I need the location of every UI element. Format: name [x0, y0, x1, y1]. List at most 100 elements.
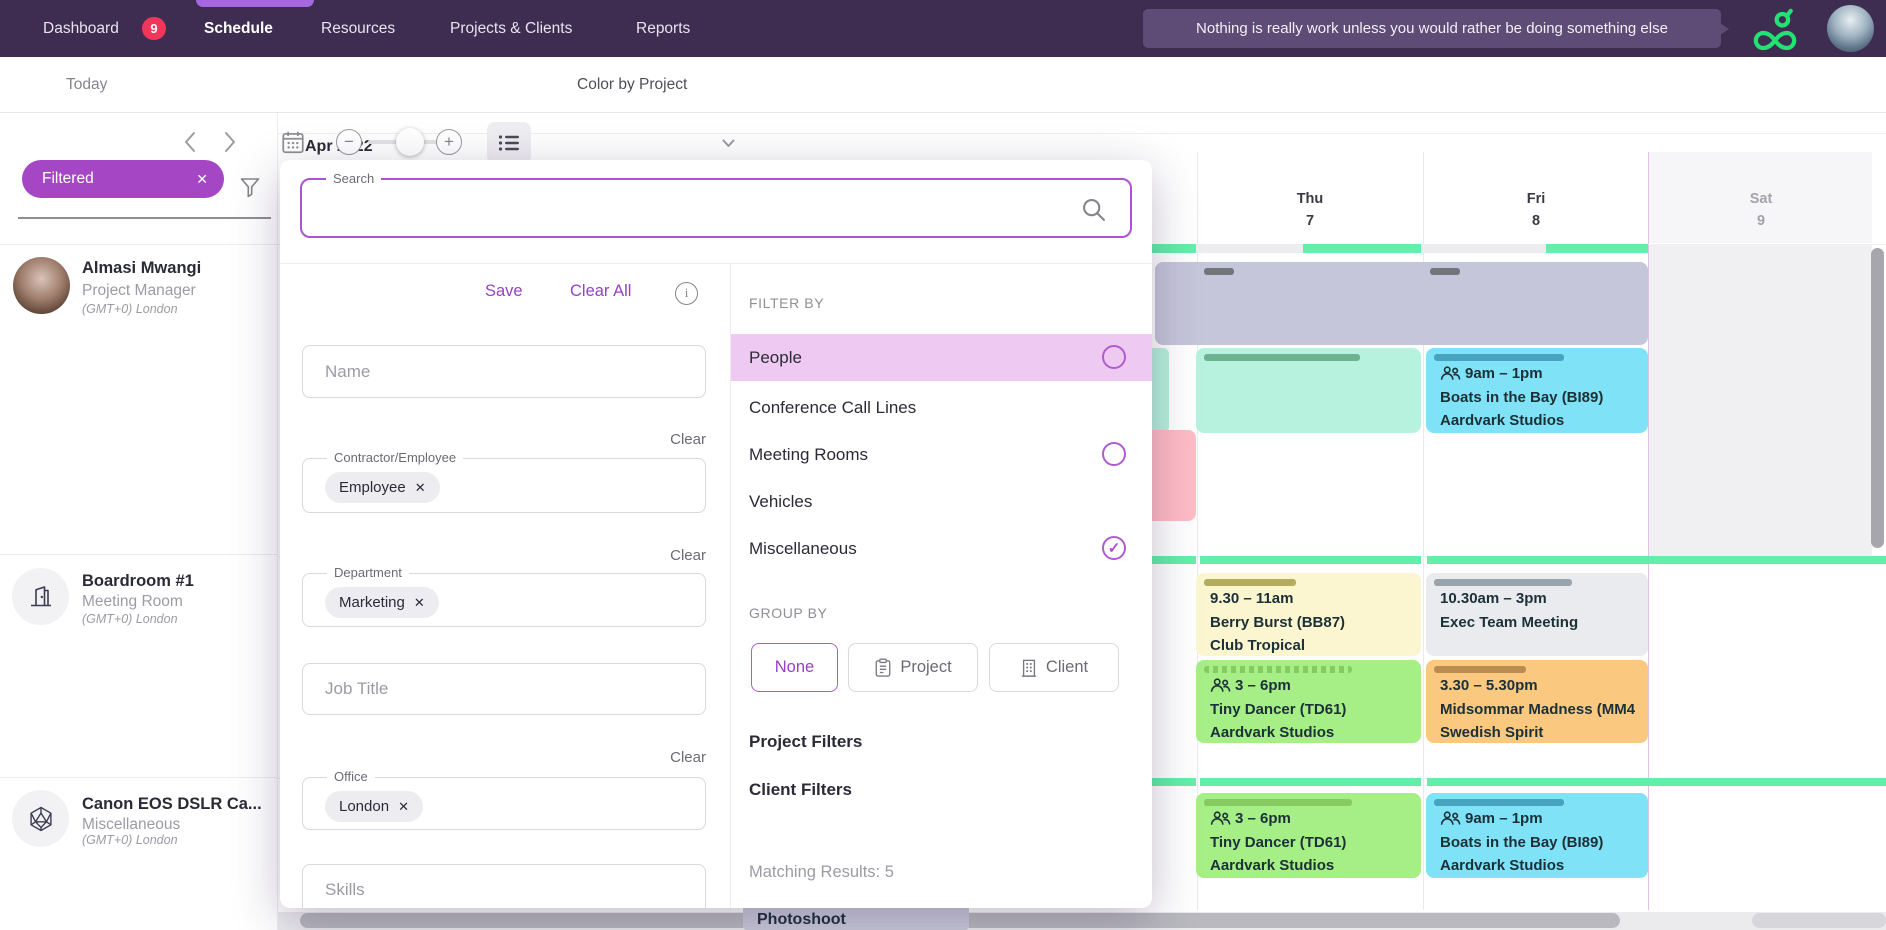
remove-filter-icon[interactable]: ✕ [196, 171, 208, 187]
nav-resources[interactable]: Resources [321, 20, 396, 37]
skills-field[interactable] [302, 864, 706, 908]
search-icon[interactable] [1080, 196, 1108, 224]
calendar-event-cut[interactable] [1152, 430, 1196, 521]
day-date: 9 [1756, 213, 1766, 229]
calendar-event[interactable]: 3 – 6pm Tiny Dancer (TD61) Aardvark Stud… [1196, 660, 1421, 743]
column-line [1423, 152, 1424, 910]
group-by-project-button[interactable]: Project [848, 643, 978, 692]
client-filters-link[interactable]: Client Filters [749, 780, 852, 799]
clear-all-button[interactable]: Clear All [570, 282, 632, 300]
color-by-dropdown[interactable]: Color by Project [577, 76, 688, 93]
people-radio[interactable] [1102, 345, 1126, 369]
attendees-icon [1440, 811, 1461, 825]
clear-contractor-link[interactable]: Clear [670, 431, 706, 448]
nav-dashboard[interactable]: Dashboard [43, 20, 119, 37]
filter-by-people[interactable]: People [731, 334, 1152, 381]
london-chip[interactable]: London ✕ [325, 791, 423, 822]
day-header-thu: Thu 7 [1197, 188, 1423, 232]
list-view-icon [498, 135, 519, 151]
calendar-event[interactable]: 3 – 6pm Tiny Dancer (TD61) Aardvark Stud… [1196, 793, 1421, 878]
prev-arrow-icon[interactable] [183, 131, 197, 153]
calendar-event-cut[interactable] [1152, 348, 1169, 433]
allocation-bar [1434, 799, 1564, 806]
calendar-event[interactable]: 9am – 1pm Boats in the Bay (BI89) Aardva… [1426, 793, 1648, 878]
user-avatar[interactable] [1827, 5, 1874, 52]
event-client: Aardvark Studios [1440, 857, 1565, 874]
calendar-icon[interactable] [280, 129, 306, 155]
remove-chip-icon[interactable]: ✕ [413, 595, 425, 610]
availability-bar [1427, 778, 1886, 786]
next-arrow-icon[interactable] [223, 131, 237, 153]
contractor-employee-field[interactable]: Contractor/Employee Employee ✕ [302, 450, 706, 513]
department-field[interactable]: Department Marketing ✕ [302, 565, 706, 627]
miscellaneous-radio-checked[interactable]: ✓ [1102, 536, 1126, 560]
filter-by-meeting-rooms[interactable]: Meeting Rooms [749, 445, 869, 464]
calendar-event[interactable]: 9am – 1pm Boats in the Bay (BI89) Aardva… [1426, 348, 1648, 433]
calendar-event[interactable] [1196, 348, 1421, 433]
filter-by-conference-call-lines[interactable]: Conference Call Lines [749, 398, 917, 417]
department-label: Department [327, 565, 409, 580]
search-field[interactable]: Search [300, 171, 1132, 238]
weekend-header-shading [1648, 152, 1872, 243]
event-title: Tiny Dancer (TD61) [1210, 700, 1347, 718]
event-time: 9am – 1pm [1465, 365, 1543, 382]
group-by-heading: GROUP BY [749, 605, 828, 621]
zoom-in-button[interactable]: + [436, 129, 462, 155]
filter-by-miscellaneous[interactable]: Miscellaneous [749, 539, 857, 558]
availability-bar [1152, 244, 1196, 253]
job-title-field[interactable] [302, 663, 706, 715]
drag-handle[interactable] [1430, 268, 1460, 275]
door-icon [30, 585, 51, 606]
view-options-button[interactable] [487, 122, 531, 164]
drag-handle[interactable] [1204, 268, 1234, 275]
vertical-scrollbar-thumb[interactable] [1871, 248, 1884, 548]
save-button[interactable]: Save [485, 282, 523, 300]
today-button[interactable]: Today [66, 76, 108, 93]
availability-bar [1152, 556, 1196, 564]
filter-funnel-icon[interactable] [239, 176, 261, 198]
event-time: 3.30 – 5.30pm [1440, 677, 1538, 694]
resource-role: Miscellaneous [82, 816, 181, 833]
employee-chip[interactable]: Employee ✕ [325, 472, 440, 503]
clear-department-link[interactable]: Clear [670, 547, 706, 564]
allocation-bar [1204, 799, 1352, 806]
remove-chip-icon[interactable]: ✕ [398, 799, 409, 814]
skills-input[interactable] [325, 865, 685, 908]
name-field[interactable] [302, 345, 706, 398]
calendar-event-multiday[interactable] [1155, 262, 1648, 345]
search-input[interactable] [316, 188, 1056, 228]
calendar-top-rule [278, 133, 1886, 134]
group-by-client-button[interactable]: Client [989, 643, 1119, 692]
name-input[interactable] [325, 346, 685, 397]
chip-label: Marketing [339, 594, 405, 611]
availability-bar [1200, 778, 1421, 786]
job-title-input[interactable] [325, 664, 685, 714]
event-time: 10.30am – 3pm [1440, 590, 1547, 607]
clear-office-link[interactable]: Clear [670, 749, 706, 766]
nav-projects-clients[interactable]: Projects & Clients [450, 20, 573, 37]
nav-schedule[interactable]: Schedule [204, 20, 273, 37]
office-field[interactable]: Office London ✕ [302, 769, 706, 830]
resource-role: Project Manager [82, 282, 196, 299]
filter-by-vehicles[interactable]: Vehicles [749, 492, 813, 511]
zoom-out-button[interactable]: − [336, 129, 362, 155]
nav-reports[interactable]: Reports [636, 20, 691, 37]
info-icon[interactable]: i [675, 282, 698, 305]
group-by-none-button[interactable]: None [751, 643, 838, 692]
sidebar-divider[interactable] [18, 217, 271, 219]
calendar-event[interactable]: 10.30am – 3pm Exec Team Meeting [1426, 573, 1648, 656]
calendar-event[interactable]: 3.30 – 5.30pm Midsommar Madness (MM4 Swe… [1426, 660, 1648, 743]
project-filters-link[interactable]: Project Filters [749, 732, 863, 751]
allocation-bar [1434, 579, 1572, 586]
contractor-employee-label: Contractor/Employee [327, 450, 464, 465]
meeting-rooms-radio[interactable] [1102, 442, 1126, 466]
chevron-down-icon[interactable] [722, 139, 735, 148]
remove-chip-icon[interactable]: ✕ [414, 480, 426, 495]
marketing-chip[interactable]: Marketing ✕ [325, 587, 439, 618]
button-label: Client [1045, 658, 1089, 676]
calendar-event[interactable]: 9.30 – 11am Berry Burst (BB87) Club Trop… [1196, 573, 1421, 656]
filtered-chip[interactable]: Filtered ✕ [22, 160, 224, 198]
day-header-fri: Fri 8 [1423, 188, 1649, 232]
zoom-slider-knob[interactable] [396, 128, 424, 156]
